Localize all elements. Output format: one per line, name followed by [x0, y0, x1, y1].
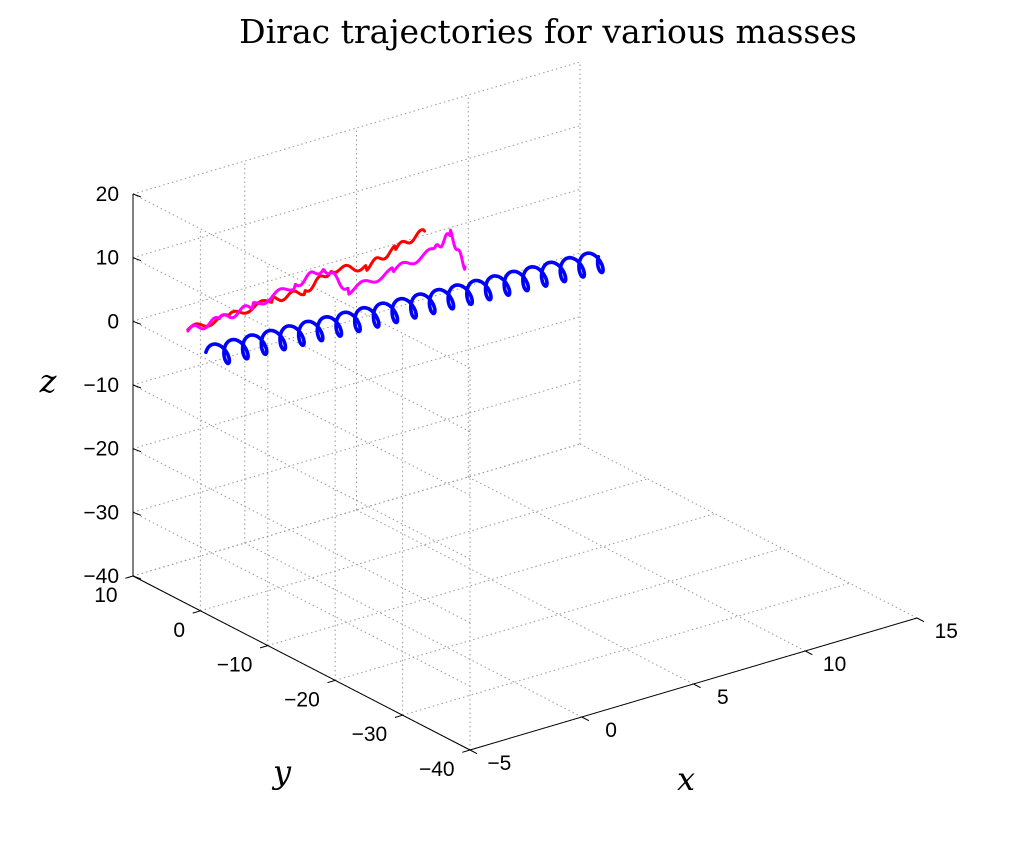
grid-line-wall-z2 — [132, 125, 581, 259]
trajectory-line-blue — [204, 251, 605, 366]
grid-lines — [132, 61, 918, 751]
grid-line-floor-x — [244, 542, 583, 718]
grid-line-wall-z — [132, 384, 471, 560]
grid-line-floor-x — [468, 476, 806, 652]
x-tick-label: 15 — [935, 620, 958, 643]
y-tick-mark — [327, 679, 336, 684]
grid-line-floor-y — [200, 478, 648, 612]
z-tick-mark — [132, 384, 142, 389]
chart-title: Dirac trajectories for various masses — [239, 12, 857, 51]
x-tick-mark — [469, 749, 478, 755]
x-tick-mark — [805, 650, 813, 656]
grid-line-wall-z2 — [132, 61, 581, 195]
z-tick-mark — [132, 511, 142, 516]
y-axis-line — [132, 575, 471, 751]
y-axis-label: y — [271, 753, 292, 791]
z-tick-mark — [132, 448, 142, 453]
x-tick-label: −5 — [487, 752, 511, 775]
y-tick-label: −30 — [352, 723, 388, 746]
y-tick-label: 10 — [94, 584, 117, 607]
grid-line-floor-y — [335, 547, 783, 681]
x-axis-label: x — [677, 760, 695, 798]
y-tick-mark — [192, 610, 201, 614]
y-tick-mark — [259, 645, 268, 649]
z-tick-label: 20 — [96, 183, 119, 206]
trajectory-line-magenta — [186, 228, 467, 333]
x-tick-mark — [581, 716, 590, 722]
z-tick-label: −10 — [83, 374, 119, 397]
z-tick-label: −20 — [83, 438, 119, 461]
grid-line-floor-y — [267, 513, 715, 647]
y-tick-label: −20 — [284, 688, 320, 711]
y-tick-mark — [125, 575, 134, 579]
grid-line-floor-x — [579, 443, 918, 619]
z-tick-label: 0 — [107, 310, 119, 333]
y-tick-mark — [462, 749, 471, 753]
x-tick-mark — [916, 617, 925, 623]
y-tick-label: 0 — [173, 619, 185, 642]
grid-line-wall-z2 — [132, 443, 581, 577]
axis-lines — [125, 193, 925, 755]
grid-line-wall-z2 — [132, 188, 581, 322]
z-tick-mark — [132, 257, 142, 262]
y-tick-label: −40 — [419, 758, 455, 781]
grid-line-floor-y — [402, 582, 850, 716]
grid-line-wall-z — [132, 448, 471, 624]
x-tick-label: 10 — [823, 653, 846, 676]
grid-line-wall-z2 — [132, 379, 581, 513]
grid-line-floor-x — [356, 509, 694, 685]
grid-line-wall-z — [132, 193, 471, 369]
y-tick-label: −10 — [217, 654, 253, 677]
grid-line-wall-z — [132, 511, 471, 687]
z-axis-label: z — [39, 362, 58, 400]
grid-line-wall-z2 — [132, 316, 581, 450]
z-tick-label: −40 — [83, 565, 119, 588]
z-tick-label: 10 — [96, 247, 119, 270]
z-tick-mark — [132, 575, 142, 580]
y-tick-mark — [394, 714, 403, 718]
grid-line-wall-z — [132, 320, 471, 496]
trajectory-series — [186, 228, 605, 366]
z-tick-label: −30 — [83, 501, 119, 524]
z-tick-mark — [132, 193, 142, 198]
x-tick-label: 5 — [717, 686, 729, 709]
x-tick-label: 0 — [605, 719, 617, 742]
x-tick-mark — [693, 683, 701, 689]
z-tick-mark — [132, 320, 142, 325]
